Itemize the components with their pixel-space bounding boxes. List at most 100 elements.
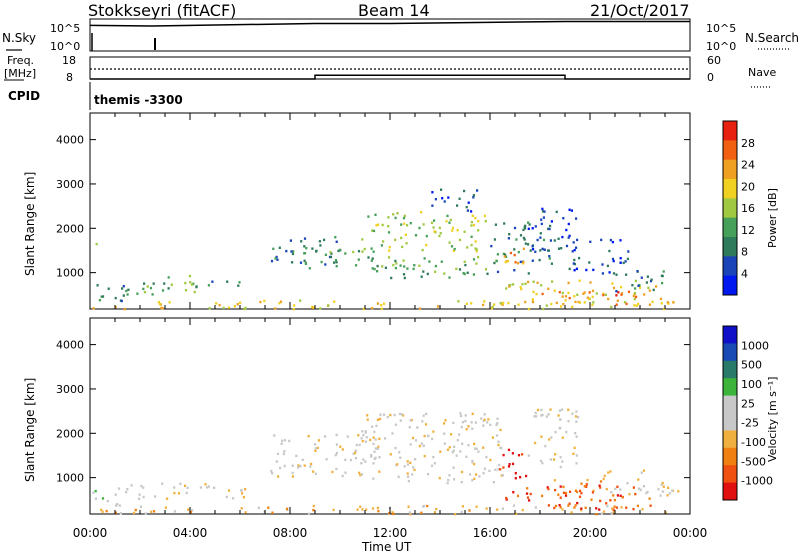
velocity-cell (514, 512, 518, 516)
velocity-cell (161, 482, 164, 485)
power-cell (121, 287, 124, 290)
power-cell (303, 237, 307, 240)
power-cell (548, 255, 551, 258)
velocity-colorbar-tick: -100 (741, 436, 766, 449)
power-cell (324, 253, 327, 256)
velocity-cell (495, 434, 499, 437)
power-cell (539, 249, 542, 252)
velocity-cell (447, 478, 450, 482)
velocity-cell (359, 473, 362, 477)
power-cell (448, 276, 451, 279)
power-cell (503, 222, 506, 225)
power-cell (323, 238, 326, 242)
power-cell (433, 230, 436, 233)
power-cell (211, 280, 214, 283)
velocity-cell (365, 436, 368, 439)
power-cell (612, 272, 616, 275)
velocity-colorbar-segment (723, 360, 737, 379)
velocity-cell (502, 453, 505, 457)
velocity-cell (598, 484, 601, 487)
velocity-cell (586, 478, 589, 482)
velocity-colorbar-segment (723, 343, 737, 362)
velocity-cell (425, 412, 428, 416)
velocity-cell (177, 492, 181, 495)
power-cell (215, 302, 218, 305)
power-cell (515, 238, 518, 241)
freq-tick-bottom: 8 (66, 71, 73, 84)
velocity-cell (489, 423, 492, 427)
power-cell (650, 278, 653, 281)
velocity-cell (361, 508, 364, 511)
power-cell (382, 302, 386, 305)
power-cell (406, 224, 409, 227)
power-cell (418, 307, 422, 310)
velocity-cell (399, 419, 402, 422)
power-cell (634, 287, 637, 290)
velocity-cell (213, 486, 216, 489)
power-cell (534, 225, 537, 228)
velocity-cell (496, 508, 499, 511)
power-cell (627, 250, 630, 253)
power-cell (114, 305, 117, 309)
velocity-cell (558, 504, 561, 507)
power-cell (192, 282, 195, 285)
power-cell (361, 250, 364, 253)
velocity-cell (377, 445, 380, 449)
power-cell (463, 260, 466, 263)
velocity-cell (548, 438, 551, 441)
velocity-cell (357, 434, 360, 437)
velocity-ylabel: Slant Range [km] (23, 378, 37, 482)
velocity-cell (562, 485, 565, 489)
power-cell (486, 272, 489, 275)
velocity-cell (540, 414, 543, 417)
power-cell (499, 301, 502, 305)
velocity-cell (553, 479, 556, 482)
power-cell (384, 266, 387, 269)
velocity-cell (561, 508, 564, 511)
power-cell (184, 289, 188, 292)
power-cell (421, 248, 424, 252)
velocity-cell (446, 448, 450, 451)
velocity-cell (496, 417, 499, 420)
power-cell (402, 273, 406, 276)
power-cell (504, 253, 507, 256)
power-cell (452, 249, 455, 252)
x-tick-label: 00:00 (673, 526, 708, 540)
power-cell (632, 294, 635, 298)
velocity-cell (473, 477, 476, 480)
power-cell (334, 236, 337, 239)
power-cell (482, 303, 485, 307)
velocity-cell (312, 504, 315, 508)
power-cell (161, 289, 165, 292)
velocity-cell (529, 492, 532, 496)
velocity-cell (485, 507, 488, 510)
power-cell (576, 293, 579, 296)
velocity-cell (499, 446, 502, 450)
nsearch-label: N.Search (745, 31, 799, 45)
power-cell (291, 252, 295, 256)
power-cell (335, 240, 338, 243)
power-cell (507, 237, 510, 240)
power-cell (476, 189, 479, 192)
power-cell (122, 285, 125, 288)
velocity-cell (592, 489, 595, 492)
power-cell (636, 270, 639, 273)
velocity-cell (435, 507, 438, 511)
power-cell (308, 267, 311, 270)
velocity-cell (119, 512, 122, 515)
velocity-cell (341, 448, 344, 451)
velocity-cell (507, 465, 511, 468)
velocity-cell (561, 460, 564, 463)
power-cell (571, 305, 574, 308)
velocity-cell (191, 509, 194, 512)
power-cell (425, 234, 428, 238)
power-cell (555, 210, 558, 214)
velocity-cell (317, 439, 320, 442)
velocity-cell (373, 457, 376, 461)
velocity-cell (478, 475, 481, 478)
power-cell (438, 234, 441, 238)
power-cell (521, 283, 524, 286)
velocity-cell (496, 422, 499, 425)
power-cell (380, 304, 383, 307)
velocity-cell (426, 504, 429, 508)
